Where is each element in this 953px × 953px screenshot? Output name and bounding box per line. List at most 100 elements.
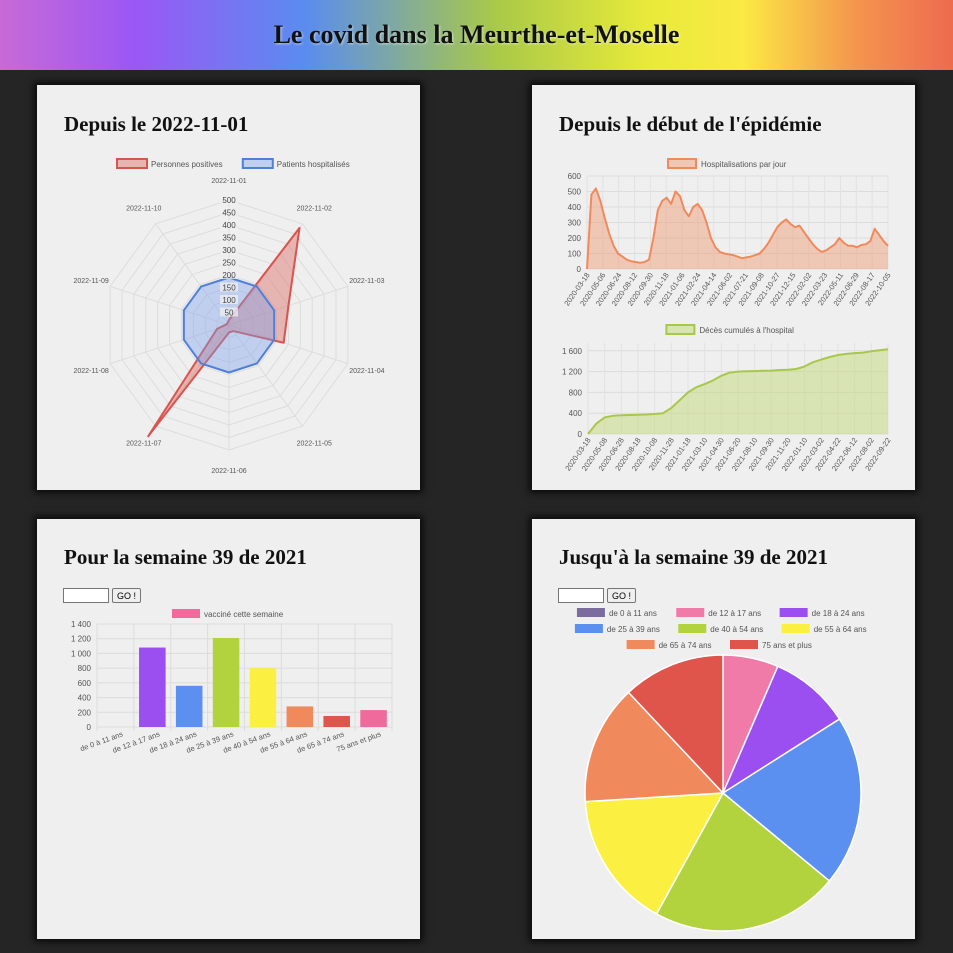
radar-tick-label-4: 250 [222,259,236,268]
pie-slice-3 [721,718,862,883]
radar-tick-bg-5 [220,245,238,254]
area-legend-label-0: Hospitalisations par jour [701,160,787,169]
week-pie-card-title: Jusqu'à la semaine 39 de 2021 [559,545,828,569]
legend-swatch-1 [241,158,274,169]
pie-legend-label-4: de 40 à 54 ans [710,625,763,634]
bar-ytick-4: 800 [78,664,92,673]
radar-tick-bg-8 [220,207,238,217]
radar-axis-label-6: 2022-11-07 [126,440,161,447]
radar-axis-label-4: 2022-11-05 [297,440,332,447]
area-line-1 [587,348,889,435]
radar-tick-bg-6 [220,232,238,242]
week-bar-go-button[interactable]: GO ! [112,588,142,603]
week-bar-card: Pour la semaine 39 de 2021 GO ! vacciné … [37,519,420,939]
pie-slice-5 [584,792,725,915]
radar-axis-label-9: 2022-11-10 [126,206,161,213]
area-line-0 [586,187,889,270]
radar-tick-bg-0 [220,307,238,317]
bar-ytick-5: 1 000 [71,649,92,658]
pie-legend-swatch-4 [678,624,707,633]
week-pie-go-button[interactable]: GO ! [607,588,637,603]
pie-slice-2 [721,665,841,795]
epidemic-card-title: Depuis le début de l'épidémie [559,112,822,136]
area-ytick-0-0: 0 [577,265,582,274]
radar-card: Depuis le 2022-11-01 Personnes positives… [37,85,420,490]
radar-tick-label-7: 400 [222,221,236,230]
bar-5 [286,706,314,727]
radar-axis-label-7: 2022-11-08 [73,368,108,375]
pie-legend-label-7: 75 ans et plus [762,641,812,650]
radar-tick-label-1: 100 [222,296,236,305]
radar-spoke-3 [228,324,349,365]
week-pie-input[interactable] [558,588,604,603]
pie-legend-label-6: de 65 à 74 ans [659,641,712,650]
radar-tick-bg-9 [220,195,238,204]
pie-legend-swatch-1 [676,608,705,617]
week-bar-form: GO ! [63,588,142,603]
pie-legend-swatch-2 [779,608,808,617]
area-ytick-1-1: 400 [569,409,583,418]
bar-ytick-0: 0 [87,723,92,732]
area-ytick-0-5: 500 [568,188,582,197]
radar-spoke-4 [228,324,303,427]
radar-spoke-6 [155,324,230,427]
legend-label-1: Patients hospitalisés [277,160,350,169]
radar-axis-label-1: 2022-11-02 [297,206,332,213]
area-legend-swatch-1 [665,324,696,335]
bar-ytick-7: 1 400 [71,620,92,629]
radar-axis-label-2: 2022-11-03 [349,278,384,285]
legend-swatch-0 [116,158,148,169]
radar-axis-label-0: 2022-11-01 [211,178,246,185]
area-ytick-0-6: 600 [568,172,582,181]
week-pie-form: GO ! [558,588,637,603]
epidemic-card: Depuis le début de l'épidémie Hospitalis… [532,85,915,490]
area-fill-1 [588,349,888,434]
week-pie-chart[interactable]: de 0 à 11 ans de 12 à 17 ans de 18 à 24 an… [532,519,915,939]
area-ytick-0-2: 200 [568,234,582,243]
bar-2 [175,685,203,727]
radar-axis-label-5: 2022-11-06 [211,468,246,475]
pie-legend-swatch-0 [576,608,605,617]
pie-legend-swatch-3 [574,624,603,633]
area-ytick-1-2: 800 [569,388,583,397]
bar-legend-swatch [172,609,200,618]
radar-spoke-8 [109,285,230,326]
radar-tick-label-9: 500 [222,196,236,205]
week-bar-card-title: Pour la semaine 39 de 2021 [64,545,307,569]
bar-ytick-6: 1 200 [71,635,92,644]
epidemic-charts[interactable]: Hospitalisations par jour 0 100 200 300 400 50… [532,85,915,490]
area-ytick-1-4: 1 600 [562,347,583,356]
radar-tick-label-6: 350 [222,234,236,243]
bar-1 [139,647,166,727]
pie-slice-7 [627,654,724,795]
radar-series-0 [147,226,301,438]
pie-legend-swatch-5 [781,624,810,633]
bar-3 [212,637,240,727]
legend-label-0: Personnes positives [151,160,223,169]
radar-tick-bg-4 [220,257,238,267]
radar-tick-label-2: 150 [222,284,236,293]
area-ytick-0-4: 400 [568,203,582,212]
week-pie-card: Jusqu'à la semaine 39 de 2021 GO ! de 0 … [532,519,915,939]
radar-tick-label-8: 450 [222,209,236,218]
bar-ytick-3: 600 [78,679,92,688]
radar-spoke-7 [109,324,230,365]
area-ytick-1-0: 0 [578,430,583,439]
radar-tick-bg-2 [220,282,238,292]
radar-tick-bg-7 [220,220,238,229]
page-header: Le covid dans la Meurthe-et-Moselle [0,0,953,70]
radar-tick-bg-3 [220,270,238,279]
bar-legend-label: vacciné cette semaine [204,610,284,619]
radar-series-1 [182,276,276,374]
pie-legend-label-3: de 25 à 39 ans [607,625,660,634]
pie-legend-label-0: de 0 à 11 ans [609,609,657,618]
pie-legend-swatch-6 [626,640,655,649]
pie-legend-label-2: de 18 à 24 ans [812,609,865,618]
radar-tick-bg-1 [220,295,238,304]
bar-7 [360,710,387,727]
week-bar-input[interactable] [63,588,109,603]
week-bar-chart[interactable]: vacciné cette semaine 0 200 400 600 800 1 000 1… [37,519,420,939]
area-fill-0 [587,188,888,269]
bar-ytick-2: 400 [78,694,92,703]
radar-chart[interactable]: Personnes positives Patients hospitalisés… [37,85,420,490]
